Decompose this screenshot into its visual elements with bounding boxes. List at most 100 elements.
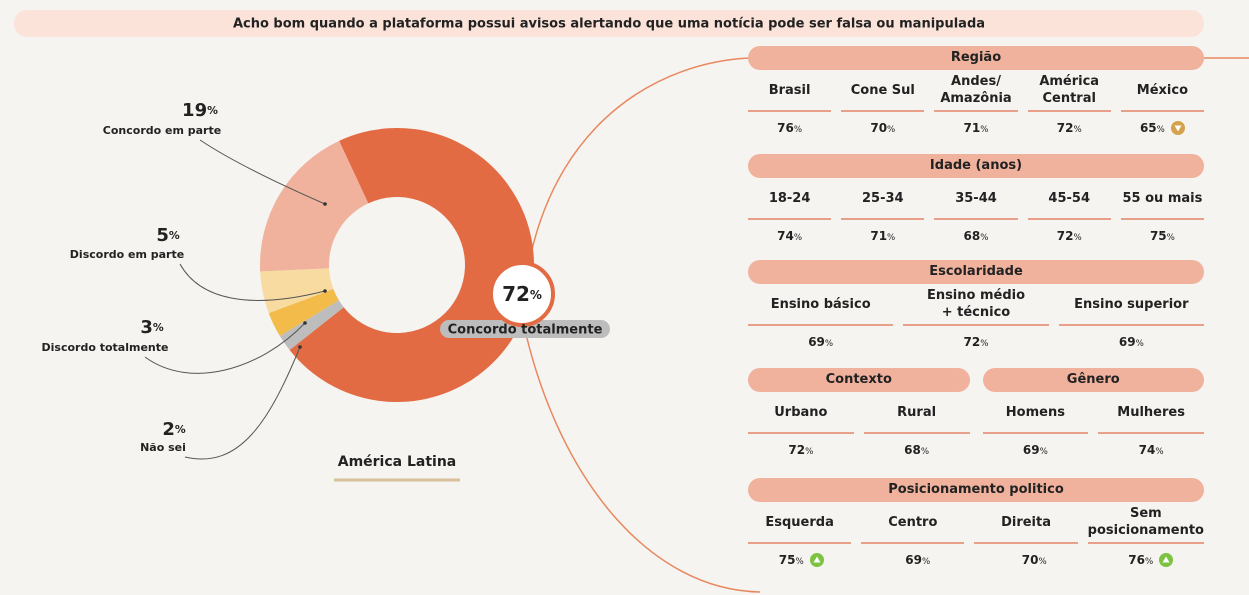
value-cell: 69%	[983, 434, 1089, 466]
number: 69	[905, 553, 922, 567]
number: 72	[788, 443, 806, 457]
value: 65%	[1140, 121, 1165, 135]
section-title: Contexto	[748, 368, 970, 392]
value-cell: 74%	[748, 220, 831, 252]
section-title: Região	[748, 46, 1204, 70]
number: 76	[1128, 553, 1145, 567]
value-label: 5%	[156, 225, 180, 246]
value-cell: 65%	[1121, 112, 1204, 144]
title-bar	[14, 10, 1204, 37]
column-header: 45-54	[1027, 178, 1111, 220]
value-cell: 70%	[981, 544, 1088, 576]
column-header: Ensino superior	[1058, 284, 1204, 326]
value-cell: 72%	[1028, 112, 1111, 144]
donut-segment	[260, 268, 334, 314]
unit: %	[980, 125, 989, 135]
connector	[529, 57, 751, 259]
number: 65	[1139, 121, 1157, 135]
column-header: Centro	[861, 502, 965, 544]
value-label: 2%	[162, 419, 186, 440]
leader-line	[144, 322, 306, 374]
section-title: Posicionamento politico	[748, 478, 1204, 502]
unit: %	[793, 125, 803, 135]
value-cell: 70%	[841, 112, 924, 144]
label-circle	[489, 261, 555, 327]
value: 74%	[1139, 443, 1164, 457]
breakdown-section: Gênero Homens Mulheres 69% 74%	[982, 368, 1205, 466]
value: 75%	[1150, 229, 1175, 243]
breakdown-section: Posicionamento politico Esquerda Centro Dir…	[748, 478, 1204, 576]
unit: %	[1039, 447, 1048, 457]
value-label: 19%	[182, 100, 218, 121]
breakdown-section: Escolaridade Ensino básico Ensino médio + …	[748, 260, 1204, 358]
unit: %	[980, 233, 989, 243]
column-header: Cone Sul	[841, 70, 925, 112]
unit: %	[824, 339, 834, 349]
value: 74%	[777, 229, 802, 243]
number: 68	[904, 443, 921, 457]
value-cell: 69%	[865, 544, 972, 576]
number: 75	[778, 553, 796, 567]
value-row: 76% 70% 71% 72% 65%	[748, 112, 1204, 144]
unit: %	[1166, 233, 1175, 243]
category-label: Concordo em parte	[103, 124, 221, 137]
value-cell: 72%	[748, 434, 854, 466]
leader-line	[199, 139, 326, 205]
section-title: Gênero	[982, 368, 1204, 392]
value-row: 75% 69% 70% 76%	[748, 544, 1204, 576]
breakdown-section: Região Brasil Cone Sul Andes/ Amazônia Améri…	[748, 46, 1205, 144]
trend-up	[809, 553, 824, 567]
unit: %	[1038, 557, 1047, 567]
value: 71%	[870, 229, 895, 243]
unit: %	[922, 557, 931, 567]
column-header: Mulheres	[1098, 392, 1204, 434]
header-row: Homens Mulheres	[982, 392, 1204, 434]
number: 74	[777, 229, 794, 243]
category-label: Discordo totalmente	[42, 341, 169, 354]
column-header: 25-34	[841, 178, 925, 220]
trend-up	[1159, 553, 1174, 567]
donut-segment	[279, 300, 344, 351]
value-cell: 68%	[934, 220, 1017, 252]
value-row: 69% 74%	[983, 434, 1205, 466]
value-cell: 72%	[903, 326, 1048, 358]
category-label: Não sei	[140, 441, 186, 454]
value: 70%	[870, 121, 895, 135]
unit: %	[1155, 447, 1164, 457]
breakdown-section: Contexto Urbano Rural 72% 68%	[748, 368, 970, 466]
donut-segment	[268, 288, 339, 337]
number: 69	[1022, 443, 1040, 457]
column-header: 35-44	[934, 178, 1018, 220]
value: 72%	[1057, 121, 1082, 135]
value: 75%	[779, 553, 804, 567]
value: 71%	[964, 121, 989, 135]
leader-line	[179, 263, 326, 301]
value-cell: 69%	[1059, 326, 1204, 358]
unit: %	[887, 233, 896, 243]
unit: %	[805, 447, 814, 457]
section-title: Escolaridade	[748, 260, 1204, 284]
value-cell: 72%	[1028, 220, 1111, 252]
column-header: Homens	[982, 392, 1089, 434]
unit: %	[920, 447, 930, 457]
header-row: Esquerda Centro Direita Sem posicionamento	[748, 502, 1204, 544]
column-header: México	[1120, 70, 1205, 112]
column-header: América Central	[1027, 70, 1111, 112]
header-row: Ensino básico Ensino médio + técnico Ensin…	[748, 284, 1204, 326]
column-header: Sem posicionamento	[1087, 502, 1204, 544]
value-cell: 75%	[748, 544, 855, 576]
value: 69%	[905, 553, 930, 567]
value: 72%	[788, 443, 813, 457]
unit: %	[1073, 125, 1082, 135]
column-header: Ensino básico	[748, 284, 894, 326]
unit: %	[1156, 125, 1165, 135]
donut-title: América Latina	[338, 454, 457, 470]
value-cell: 76%	[1098, 544, 1205, 576]
leader-dot	[298, 345, 302, 349]
number: 72	[1056, 229, 1074, 243]
category-label: Concordo totalmente	[448, 323, 603, 338]
value-row: 69% 72% 69%	[748, 326, 1204, 358]
value-cell: 68%	[864, 434, 970, 466]
unit: %	[1135, 339, 1144, 349]
connector	[524, 329, 761, 593]
